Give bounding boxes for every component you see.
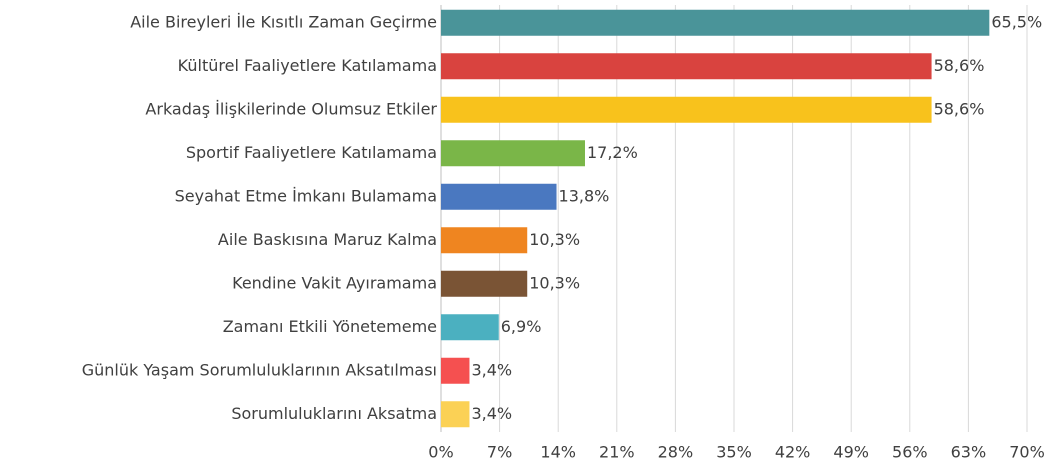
category-label: Kendine Vakit Ayıramama — [232, 273, 437, 292]
data-label: 6,9% — [501, 317, 542, 336]
category-label: Aile Bireyleri İle Kısıtlı Zaman Geçirme — [130, 12, 437, 31]
data-label: 10,3% — [529, 230, 580, 249]
x-tick-label: 0% — [428, 443, 453, 462]
x-tick-label: 35% — [716, 443, 752, 462]
category-label: Kültürel Faaliyetlere Katılamama — [178, 56, 437, 75]
category-label: Sportif Faaliyetlere Katılamama — [186, 143, 437, 162]
data-label: 3,4% — [471, 360, 512, 379]
bar — [441, 9, 990, 36]
data-label: 3,4% — [471, 404, 512, 423]
bar — [441, 227, 528, 254]
data-label: 58,6% — [934, 56, 985, 75]
data-label: 13,8% — [559, 186, 610, 205]
x-tick-label: 28% — [658, 443, 694, 462]
x-tick-label: 14% — [540, 443, 576, 462]
x-tick-label: 21% — [599, 443, 635, 462]
category-label: Aile Baskısına Maruz Kalma — [218, 230, 437, 249]
category-label: Sorumluluklarını Aksatma — [231, 404, 437, 423]
category-label: Zamanı Etkili Yönetememe — [223, 317, 437, 336]
bar — [441, 357, 470, 384]
x-tick-label: 70% — [1009, 443, 1045, 462]
bar — [441, 183, 557, 210]
bar — [441, 140, 585, 167]
bar — [441, 270, 528, 297]
x-tick-label: 63% — [951, 443, 987, 462]
category-label: Arkadaş İlişkilerinde Olumsuz Etkiler — [145, 99, 437, 118]
x-tick-label: 49% — [833, 443, 869, 462]
category-label: Günlük Yaşam Sorumluluklarının Aksatılma… — [82, 360, 437, 379]
category-label: Seyahat Etme İmkanı Bulamama — [175, 186, 437, 205]
bar — [441, 53, 932, 80]
x-tick-label: 7% — [487, 443, 512, 462]
x-tick-label: 42% — [775, 443, 811, 462]
data-label: 10,3% — [529, 273, 580, 292]
data-label: 17,2% — [587, 143, 638, 162]
bar — [441, 314, 499, 341]
x-tick-label: 56% — [892, 443, 928, 462]
data-label: 58,6% — [934, 99, 985, 118]
bar — [441, 96, 932, 123]
bar — [441, 401, 470, 428]
data-label: 65,5% — [991, 12, 1042, 31]
